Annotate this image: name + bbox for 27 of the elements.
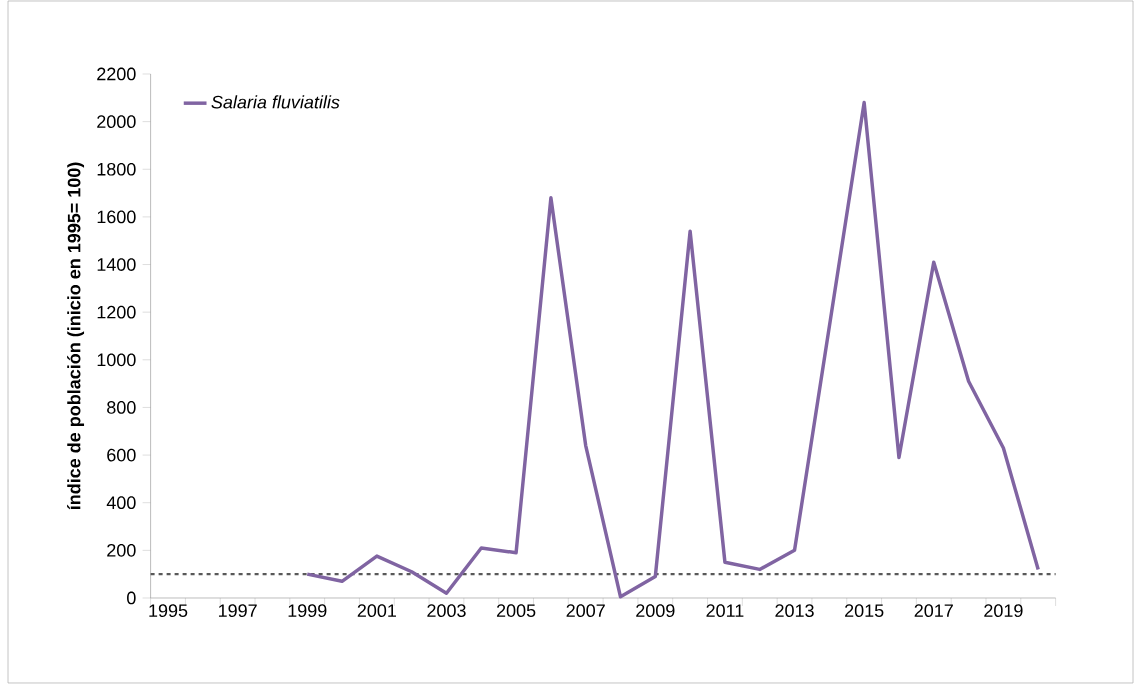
legend-label: Salaria fluviatilis xyxy=(211,95,340,109)
x-tick-label: 2009 xyxy=(636,604,675,617)
x-tick-label: 1995 xyxy=(149,604,188,617)
y-tick-label: 2000 xyxy=(97,115,136,128)
y-tick-label: 1600 xyxy=(97,210,136,224)
y-tick-label: 600 xyxy=(107,448,136,462)
y-tick-label: 1800 xyxy=(97,162,136,176)
x-tick-label: 2001 xyxy=(357,604,396,617)
y-tick-label: 200 xyxy=(107,543,136,557)
y-tick-label: 2200 xyxy=(97,67,136,81)
y-tick-label: 1000 xyxy=(97,353,136,367)
x-tick-label: 2019 xyxy=(984,604,1023,617)
x-tick-label: 2011 xyxy=(706,604,744,617)
y-tick-label: 0 xyxy=(127,591,136,605)
y-tick-label: 1400 xyxy=(97,258,136,271)
y-tick-label: 1200 xyxy=(97,305,136,319)
y-tick-label: 400 xyxy=(106,496,136,510)
x-tick-label: 2007 xyxy=(566,604,605,617)
y-tick-label: 800 xyxy=(107,401,136,414)
x-tick-label: 2013 xyxy=(775,604,814,617)
x-tick-label: 2017 xyxy=(914,604,953,617)
x-tick-label: 2003 xyxy=(427,604,466,617)
x-tick-label: 2005 xyxy=(496,604,536,617)
x-tick-label: 1997 xyxy=(218,604,257,617)
y-axis-title: índice de población (inicio en 1995= 100) xyxy=(67,162,85,510)
x-tick-label: 2015 xyxy=(845,604,884,617)
x-tick-label: 1999 xyxy=(288,604,327,617)
